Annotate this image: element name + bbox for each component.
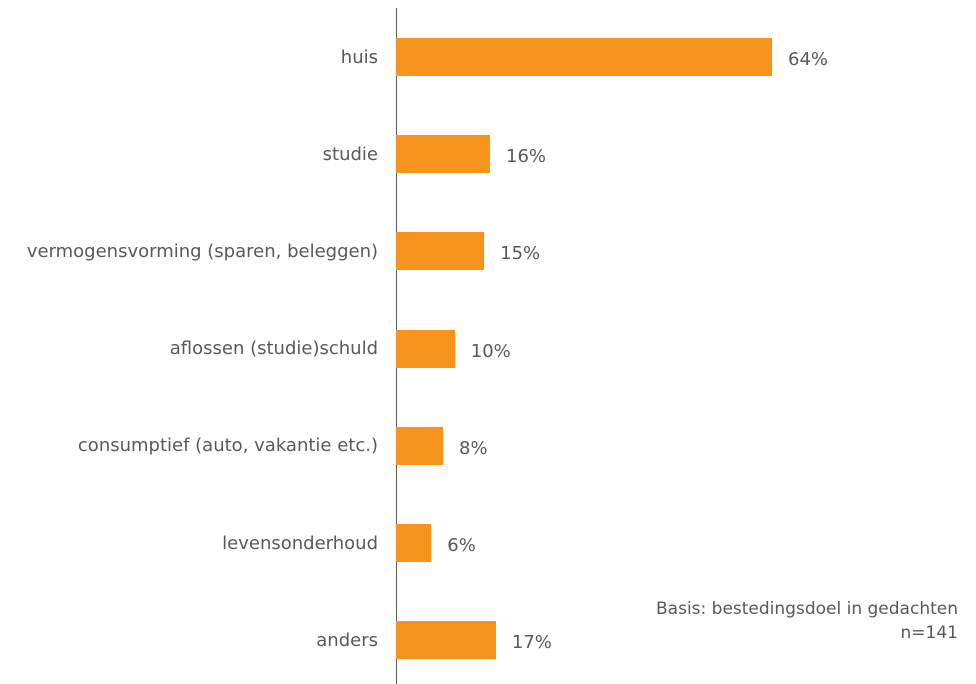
bar [396, 426, 443, 465]
annotation: n=141 [900, 623, 958, 643]
category-label: levensonderhoud [222, 532, 378, 554]
category-label: anders [316, 629, 378, 651]
bar [396, 232, 485, 271]
category-label-box: anders [8, 629, 378, 652]
value-label: 6% [447, 535, 476, 556]
bar [396, 38, 772, 76]
category-label: vermogensvorming (sparen, beleggen) [26, 240, 378, 262]
annotation: Basis: bestedingsdoel in gedachten [656, 599, 958, 619]
value-label: 8% [459, 437, 488, 459]
category-label: aflossen (studie)schuld [169, 338, 378, 360]
value-label: 64% [788, 49, 829, 70]
value-label: 10% [470, 340, 511, 362]
category-label-box: huis [8, 46, 378, 69]
bar [396, 135, 490, 174]
bar [396, 621, 496, 660]
category-label-box: consumptief (auto, vakantie etc.) [8, 434, 378, 457]
category-label-box: aflossen (studie)schuld [8, 337, 378, 360]
bar [396, 329, 455, 368]
category-label: consumptief (auto, vakantie etc.) [77, 435, 378, 457]
category-label: studie [322, 143, 378, 165]
value-label: 17% [511, 632, 552, 654]
category-label-box: studie [8, 143, 378, 166]
bar [396, 524, 432, 562]
category-label-box: levensonderhoud [8, 532, 378, 555]
value-label: 15% [500, 243, 541, 265]
category-label-box: vermogensvorming (sparen, beleggen) [8, 240, 378, 263]
category-label: huis [340, 46, 378, 68]
value-label: 16% [506, 146, 547, 168]
